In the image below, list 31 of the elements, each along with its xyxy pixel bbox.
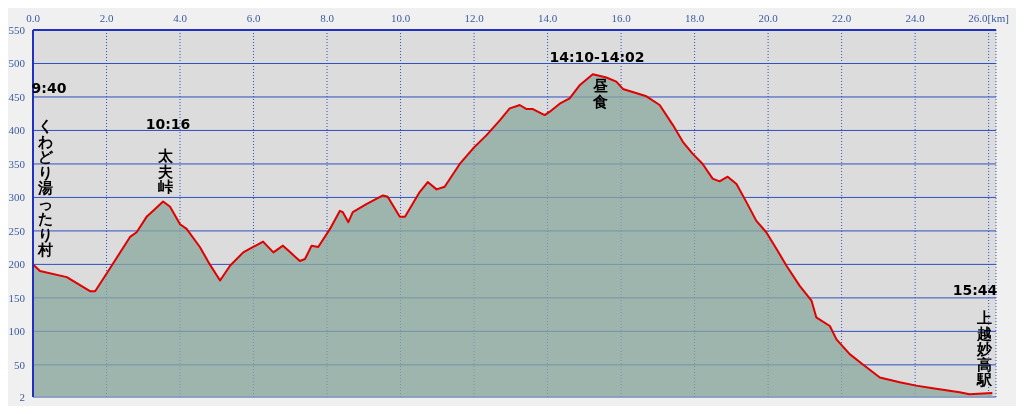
x-tick-label: 22.0 bbox=[832, 12, 852, 24]
annotation: 14:10-14:02 bbox=[549, 49, 645, 65]
x-tick-label: 16.0 bbox=[611, 12, 632, 24]
y-tick-label: 100 bbox=[8, 325, 26, 338]
x-tick-label: 2.0 bbox=[99, 12, 114, 24]
x-tick-label: 8.0 bbox=[320, 12, 335, 24]
x-tick-label: 10.0 bbox=[390, 12, 411, 24]
annotation: 太夫峠 bbox=[156, 147, 174, 197]
y-tick-label: 450 bbox=[8, 90, 26, 103]
y-tick-label: 350 bbox=[8, 157, 26, 170]
y-tick-label: 400 bbox=[8, 124, 26, 137]
x-tick-label: 6.0 bbox=[246, 12, 261, 24]
y-tick-label: 500 bbox=[8, 57, 26, 70]
x-tick-label: 18.0 bbox=[684, 12, 705, 24]
y-tick-label: 200 bbox=[8, 258, 26, 271]
x-tick-label: 26.0[km] bbox=[968, 12, 1009, 24]
annotation: 10:16 bbox=[145, 116, 191, 132]
annotation: 15:44 bbox=[952, 282, 998, 298]
y-tick-label: 50 bbox=[14, 358, 26, 371]
y-tick-label: 300 bbox=[8, 191, 26, 204]
y-tick-label: 550 bbox=[8, 23, 26, 36]
x-tick-label: 12.0 bbox=[464, 12, 485, 24]
x-tick-label: 0.0 bbox=[26, 12, 41, 24]
x-tick-label: 14.0 bbox=[537, 12, 558, 24]
annotation: 昼食 bbox=[591, 77, 608, 111]
x-tick-label: 24.0 bbox=[905, 12, 926, 24]
y-tick-label: 150 bbox=[8, 291, 26, 304]
y-tick-label: 2 bbox=[19, 390, 25, 403]
x-tick-label: 20.0 bbox=[758, 12, 779, 24]
x-tick-label: 4.0 bbox=[173, 12, 188, 24]
y-tick-label: 250 bbox=[8, 224, 26, 237]
